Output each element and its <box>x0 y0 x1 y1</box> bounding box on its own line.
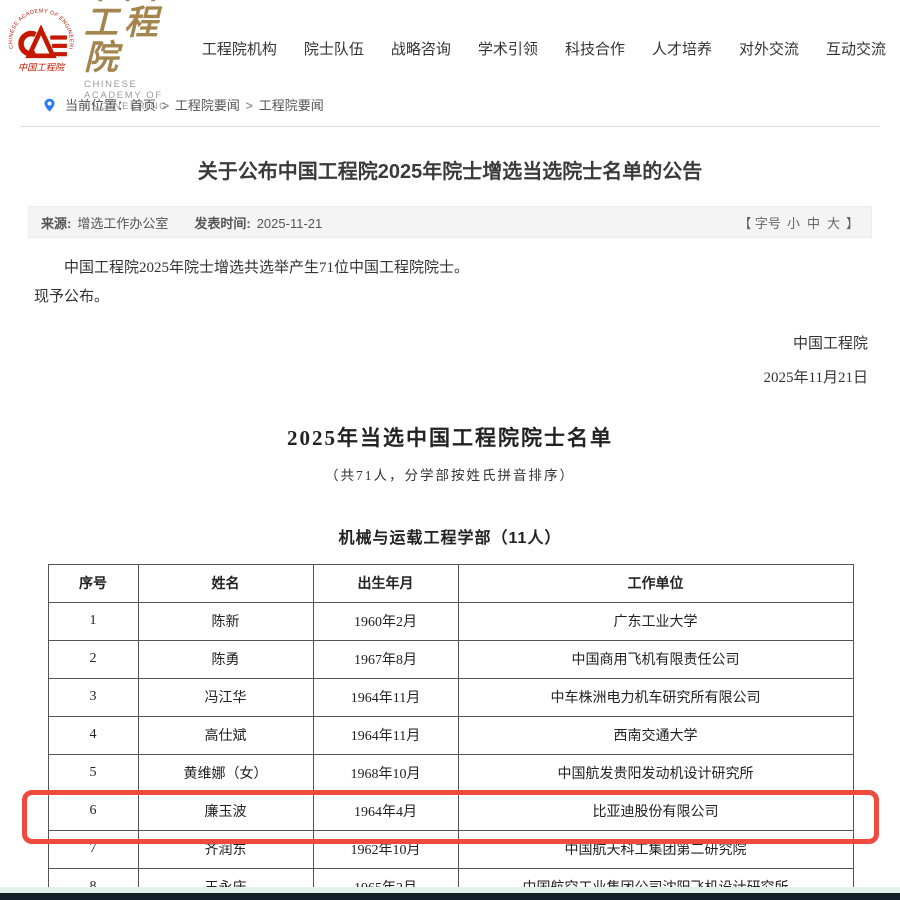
table-cell: 1964年11月 <box>312 677 459 717</box>
article: 关于公布中国工程院2025年院士增选当选院士名单的公告 来源: 增选工作办公室 发表… <box>0 155 900 900</box>
font-size-option-2[interactable]: 中 <box>806 215 820 231</box>
table-header-row: 序号 姓名 出生年月 工作单位 <box>47 563 854 603</box>
font-size-close: 】 <box>845 215 859 231</box>
table-cell: 1962年10月 <box>312 829 459 869</box>
svg-text:CHINESE ACADEMY OF ENGINEERING: CHINESE ACADEMY OF ENGINEERING <box>4 4 74 50</box>
table-cell: 7 <box>47 829 139 869</box>
table-cell: 3 <box>47 677 139 717</box>
source-value: 增选工作办公室 <box>77 215 169 231</box>
breadcrumb-link-1[interactable]: 首页 <box>130 98 157 113</box>
table-cell: 中国航天科工集团第二研究院 <box>457 829 854 869</box>
table-cell: 1964年4月 <box>312 791 459 831</box>
table-cell: 黄维娜（女） <box>137 753 314 793</box>
table-cell: 廉玉波 <box>137 791 314 831</box>
table-cell: 陈新 <box>137 601 314 641</box>
font-size-control: 【 字号 小中大 】 <box>738 213 859 232</box>
table-row: 1 陈新 1960年2月 广东工业大学 <box>47 601 854 641</box>
breadcrumb: 当前位置： 首页 > 工程院要闻 > 工程院要闻 <box>20 82 880 127</box>
table-cell: 陈勇 <box>137 639 314 679</box>
breadcrumb-link-3[interactable]: 工程院要闻 <box>258 98 324 113</box>
nav-item-2[interactable]: 院士队伍 <box>303 40 364 58</box>
breadcrumb-separator: > <box>158 98 173 113</box>
table-cell: 广东工业大学 <box>457 601 854 641</box>
date-label: 发表时间: <box>194 215 251 231</box>
nav-item-3[interactable]: 战略咨询 <box>390 40 451 58</box>
font-size-option-3[interactable]: 大 <box>826 215 840 231</box>
table-cell: 比亚迪股份有限公司 <box>457 791 854 831</box>
table-row: 2 陈勇 1967年8月 中国商用飞机有限责任公司 <box>47 639 854 679</box>
nav-item-7[interactable]: 对外交流 <box>738 40 799 58</box>
table-cell: 5 <box>47 753 139 793</box>
table-header-cell: 序号 <box>47 563 139 603</box>
signature-org: 中国工程院 <box>792 335 868 352</box>
table-cell: 4 <box>47 715 139 755</box>
article-paragraph-1: 中国工程院2025年院士增选共选举产生71位中国工程院院士。 <box>64 260 470 276</box>
brand-name-cn: 中国工程院 <box>84 0 164 78</box>
breadcrumb-trail: 首页 > 工程院要闻 > 工程院要闻 <box>130 95 324 114</box>
section-title: 机械与运载工程学部（11人） <box>338 529 562 547</box>
table-row: 3 冯江华 1964年11月 中车株洲电力机车研究所有限公司 <box>47 677 854 717</box>
nav-item-5[interactable]: 科技合作 <box>564 40 625 58</box>
table-cell: 中国商用飞机有限责任公司 <box>457 639 854 679</box>
site-logo[interactable]: CHINESE ACADEMY OF ENGINEERING 中国工程院 中国工… <box>4 0 184 112</box>
table-cell: 1968年10月 <box>312 753 459 793</box>
table-cell: 冯江华 <box>137 677 314 717</box>
source-label: 来源: <box>41 215 72 231</box>
font-size-option-1[interactable]: 小 <box>786 215 800 231</box>
table-row-highlighted: 6 廉玉波 1964年4月 比亚迪股份有限公司 <box>47 791 854 831</box>
article-body: 中国工程院2025年院士增选共选举产生71位中国工程院院士。现予公布。 <box>28 254 872 313</box>
breadcrumb-separator: > <box>241 98 257 113</box>
svg-text:中国工程院: 中国工程院 <box>18 63 66 74</box>
table-cell: 高仕斌 <box>137 715 314 755</box>
footer-bar <box>0 893 900 900</box>
table-cell: 中车株洲电力机车研究所有限公司 <box>457 677 854 717</box>
date-value: 2025-11-21 <box>256 215 323 231</box>
table-cell: 1964年11月 <box>312 715 459 755</box>
roster-table: 序号 姓名 出生年月 工作单位 1 陈新 1960年2月 广东工业大学 2 陈勇 1967年8月中… <box>47 563 854 900</box>
table-cell: 中国航发贵阳发动机设计研究所 <box>457 753 854 793</box>
table-cell: 6 <box>47 791 139 831</box>
table-row: 7 齐润东 1962年10月 中国航天科工集团第二研究院 <box>47 829 854 869</box>
table-cell: 西南交通大学 <box>457 715 854 755</box>
table-cell: 齐润东 <box>137 829 314 869</box>
location-pin-icon <box>44 98 55 112</box>
table-cell: 1 <box>47 601 139 641</box>
table-row: 4 高仕斌 1964年11月 西南交通大学 <box>47 715 854 755</box>
nav-item-4[interactable]: 学术引领 <box>477 40 538 58</box>
table-body: 1 陈新 1960年2月 广东工业大学 2 陈勇 1967年8月 中国商用飞机有限责任公司 3 冯… <box>47 601 854 900</box>
list-title: 2025年当选中国工程院院士名单 <box>287 425 613 450</box>
main-nav: 工程院机构 院士队伍 战略咨询 学术引领 科技合作 人才培养 对外交流 互动交流 <box>202 38 886 59</box>
breadcrumb-prefix: 当前位置： <box>65 98 131 113</box>
signature-date: 2025年11月21日 <box>763 370 868 386</box>
article-signature: 中国工程院 2025年11月21日 <box>28 327 872 396</box>
brand-name-en: CHINESE ACADEMY OF ENGINEERING <box>84 79 169 113</box>
table-cell: 1960年2月 <box>312 601 459 641</box>
table-header-cell: 出生年月 <box>312 563 459 603</box>
cae-emblem-icon: CHINESE ACADEMY OF ENGINEERING 中国工程院 <box>4 4 74 74</box>
nav-item-1[interactable]: 工程院机构 <box>201 40 277 58</box>
table-cell: 2 <box>47 639 139 679</box>
site-header: CHINESE ACADEMY OF ENGINEERING 中国工程院 中国工… <box>0 0 900 112</box>
article-paragraph-2: 现予公布。 <box>34 289 110 306</box>
font-size-open: 【 字号 <box>738 215 781 231</box>
table-row: 5 黄维娜（女） 1968年10月 中国航发贵阳发动机设计研究所 <box>47 753 854 793</box>
table-cell: 1967年8月 <box>312 639 459 679</box>
breadcrumb-link-2[interactable]: 工程院要闻 <box>174 98 240 113</box>
article-meta-left: 来源: 增选工作办公室 发表时间: 2025-11-21 <box>41 213 328 232</box>
list-subtitle: （共71人，分学部按姓氏拼音排序） <box>325 467 575 483</box>
article-title: 关于公布中国工程院2025年院士增选当选院士名单的公告 <box>197 161 703 183</box>
roster-table-wrap: 序号 姓名 出生年月 工作单位 1 陈新 1960年2月 广东工业大学 2 陈勇 1967年8月中… <box>21 563 879 900</box>
article-meta-bar: 来源: 增选工作办公室 发表时间: 2025-11-21 【 字号 小中大 】 <box>28 206 872 238</box>
table-header-cell: 工作单位 <box>457 563 854 603</box>
font-size-options: 小中大 <box>787 213 840 232</box>
table-header-cell: 姓名 <box>137 563 314 603</box>
nav-item-6[interactable]: 人才培养 <box>651 40 712 58</box>
footer-tint-strip <box>0 887 900 893</box>
nav-item-8[interactable]: 互动交流 <box>825 40 886 58</box>
